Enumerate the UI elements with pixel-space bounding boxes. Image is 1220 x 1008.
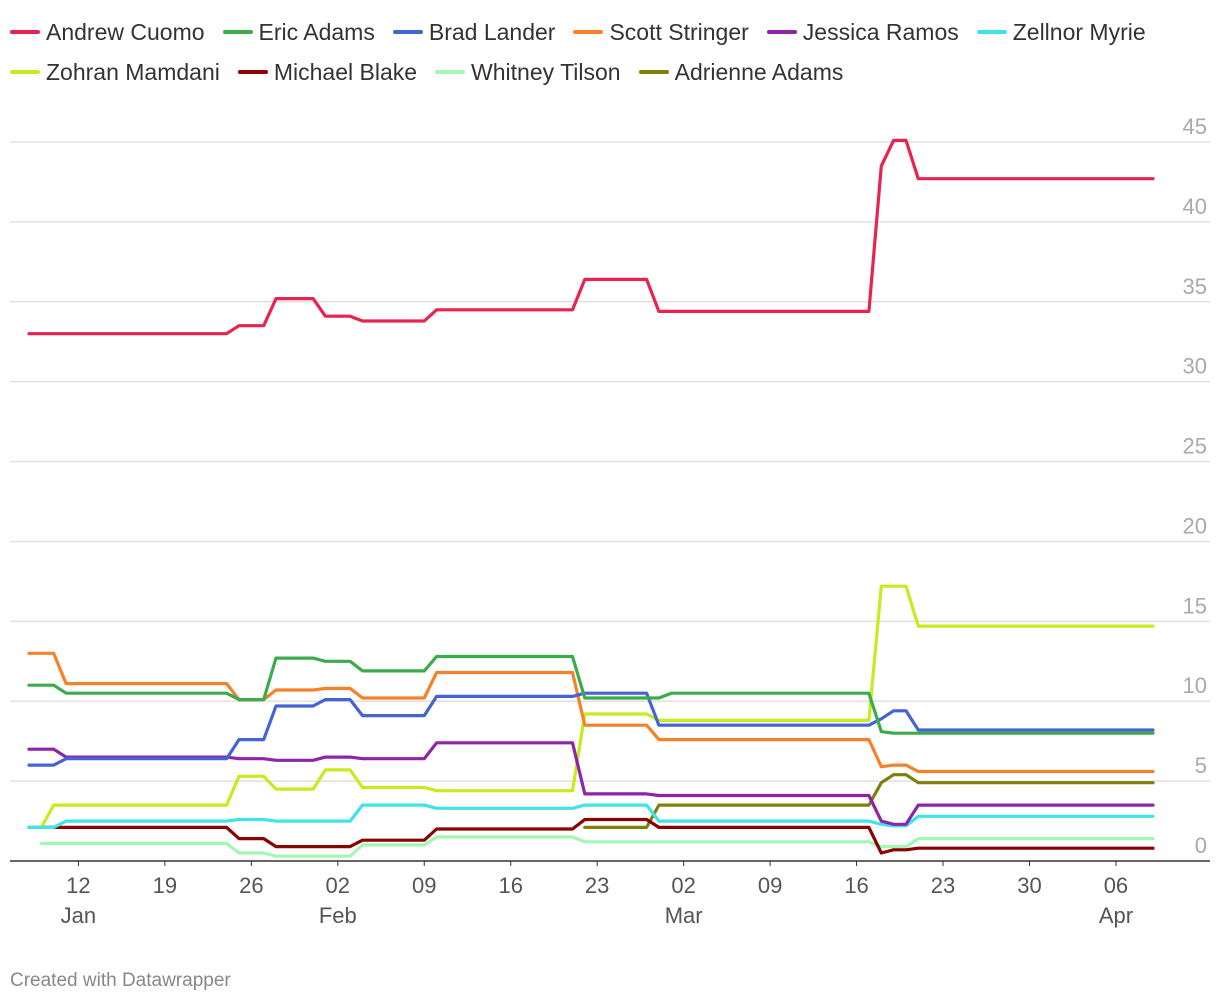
y-tick-label: 40 bbox=[1183, 194, 1207, 219]
legend-item: Whitney Tilson bbox=[435, 52, 621, 92]
legend-item: Adrienne Adams bbox=[638, 52, 844, 92]
legend-label: Whitney Tilson bbox=[471, 59, 621, 85]
y-tick-label: 35 bbox=[1183, 274, 1207, 299]
legend-label: Andrew Cuomo bbox=[46, 19, 205, 45]
legend-item: Jessica Ramos bbox=[766, 12, 959, 52]
legend-swatch bbox=[435, 69, 466, 74]
series-line-jessica-ramos bbox=[27, 741, 1155, 826]
series-line-eric-adams bbox=[27, 654, 1155, 735]
x-tick-month-label: Jan bbox=[61, 903, 96, 928]
legend-item: Zellnor Myrie bbox=[976, 12, 1146, 52]
legend-label: Zohran Mamdani bbox=[46, 59, 220, 85]
series-line-whitney-tilson bbox=[39, 835, 1155, 858]
series-line-adrienne-adams bbox=[583, 773, 1155, 829]
legend-swatch bbox=[573, 29, 604, 34]
x-tick-label: 06 bbox=[1104, 873, 1128, 898]
legend-swatch bbox=[976, 29, 1007, 34]
series-line-andrew-cuomo bbox=[27, 138, 1155, 336]
legend-label: Scott Stringer bbox=[609, 19, 749, 45]
series-line-michael-blake bbox=[27, 817, 1155, 855]
legend-label: Michael Blake bbox=[273, 59, 418, 85]
series-line-scott-stringer bbox=[27, 651, 1155, 774]
legend-label: Jessica Ramos bbox=[802, 19, 959, 45]
x-tick-month-label: Mar bbox=[665, 903, 703, 928]
legend-item: Scott Stringer bbox=[573, 12, 749, 52]
x-tick-label: 02 bbox=[326, 873, 350, 898]
y-tick-label: 30 bbox=[1183, 354, 1207, 379]
legend-item: Michael Blake bbox=[237, 52, 418, 92]
series-line-brad-lander bbox=[27, 691, 1155, 767]
x-tick-label: 09 bbox=[412, 873, 436, 898]
legend-swatch bbox=[766, 29, 797, 34]
legend-swatch bbox=[222, 29, 253, 34]
x-tick-label: 19 bbox=[153, 873, 177, 898]
series-line-zohran-mamdani bbox=[27, 584, 1155, 829]
x-tick-label: 23 bbox=[931, 873, 955, 898]
legend-swatch bbox=[10, 69, 40, 74]
x-tick-label: 26 bbox=[239, 873, 263, 898]
legend-label: Eric Adams bbox=[258, 19, 375, 45]
y-tick-label: 25 bbox=[1183, 434, 1207, 459]
x-tick-label: 09 bbox=[758, 873, 782, 898]
legend-item: Zohran Mamdani bbox=[10, 52, 220, 92]
x-tick-label: 02 bbox=[671, 873, 695, 898]
legend-swatch bbox=[237, 69, 268, 74]
line-chart: 0 5 10 15 20 25 30 35 40 45 12 Jan 19 26 02 Feb 09 16 23 02… bbox=[10, 114, 1210, 928]
y-tick-label: 45 bbox=[1183, 114, 1207, 139]
legend-item: Eric Adams bbox=[222, 12, 375, 52]
legend-swatch bbox=[638, 69, 669, 74]
chart-legend: Andrew Cuomo Eric Adams Brad Lander Scott S… bbox=[10, 12, 1170, 92]
x-tick-label: 30 bbox=[1017, 873, 1041, 898]
legend-label: Adrienne Adams bbox=[674, 59, 844, 85]
x-tick-month-label: Feb bbox=[319, 903, 357, 928]
x-tick-label: 23 bbox=[585, 873, 609, 898]
y-tick-label: 20 bbox=[1183, 513, 1207, 538]
legend-item: Brad Lander bbox=[392, 12, 556, 52]
y-tick-label: 15 bbox=[1183, 593, 1207, 618]
x-tick-label: 16 bbox=[844, 873, 868, 898]
x-tick-label: 16 bbox=[498, 873, 522, 898]
y-tick-label: 5 bbox=[1195, 753, 1207, 778]
legend-label: Zellnor Myrie bbox=[1012, 19, 1146, 45]
legend-swatch bbox=[10, 29, 40, 34]
legend-label: Brad Lander bbox=[428, 19, 556, 45]
series-line-zellnor-myrie bbox=[27, 803, 1155, 829]
legend-swatch bbox=[392, 29, 423, 34]
legend-item: Andrew Cuomo bbox=[10, 12, 205, 52]
x-tick-month-label: Apr bbox=[1099, 903, 1133, 928]
y-tick-label: 10 bbox=[1183, 673, 1207, 698]
x-tick-label: 12 bbox=[66, 873, 90, 898]
y-tick-label: 0 bbox=[1195, 833, 1207, 858]
credit-footer: Created with Datawrapper bbox=[10, 970, 231, 991]
